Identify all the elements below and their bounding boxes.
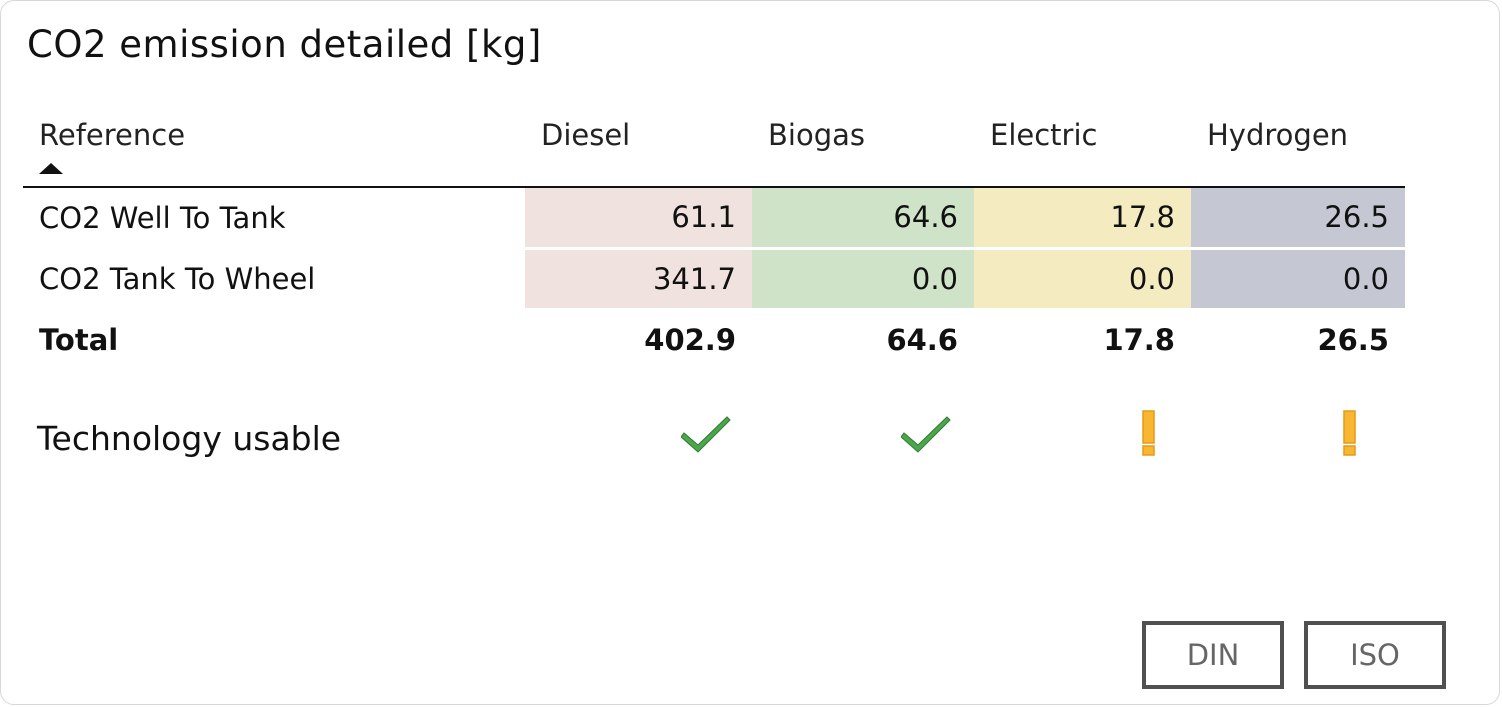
technology-usable-label: Technology usable <box>37 419 342 458</box>
iso-button[interactable]: ISO <box>1304 621 1446 689</box>
cell-diesel: 61.1 <box>525 187 752 250</box>
checkmark-icon <box>680 416 731 453</box>
total-diesel: 402.9 <box>644 323 736 358</box>
status-electric <box>1124 409 1174 457</box>
table-row-well-to-tank: CO2 Well To Tank 61.1 64.6 17.8 26.5 <box>23 187 1405 250</box>
column-header-label: Electric <box>990 118 1098 152</box>
column-header-diesel[interactable]: Diesel <box>525 105 752 188</box>
header-row: Reference Diesel Biogas Electric Hydroge… <box>23 105 1405 188</box>
column-header-label: Biogas <box>768 118 865 152</box>
cell-biogas: 64.6 <box>752 187 974 250</box>
sort-ascending-icon[interactable] <box>39 163 63 174</box>
column-header-label: Reference <box>39 118 186 152</box>
column-header-biogas[interactable]: Biogas <box>752 105 974 188</box>
row-label: Total <box>39 322 119 357</box>
column-header-label: Diesel <box>541 118 631 152</box>
column-header-electric[interactable]: Electric <box>974 105 1191 188</box>
column-header-label: Hydrogen <box>1207 118 1349 152</box>
cell-hydrogen: 0.0 <box>1191 248 1405 311</box>
table-row-total: Total 402.9 64.6 17.8 26.5 <box>23 309 1405 370</box>
cell-biogas: 0.0 <box>752 248 974 311</box>
din-button[interactable]: DIN <box>1142 621 1284 689</box>
row-label: CO2 Well To Tank <box>39 201 286 235</box>
checkmark-icon <box>900 416 951 453</box>
column-header-hydrogen[interactable]: Hydrogen <box>1191 105 1405 188</box>
total-electric: 17.8 <box>1103 323 1175 358</box>
cell-diesel: 341.7 <box>525 248 752 311</box>
cell-electric: 17.8 <box>974 187 1191 250</box>
total-hydrogen: 26.5 <box>1317 323 1389 358</box>
cell-electric: 0.0 <box>974 248 1191 311</box>
cell-hydrogen: 26.5 <box>1191 187 1405 250</box>
emission-table: Reference Diesel Biogas Electric Hydroge… <box>23 105 1405 370</box>
status-diesel <box>680 409 731 457</box>
warning-icon <box>1343 410 1356 456</box>
status-biogas <box>900 409 951 457</box>
table-row-tank-to-wheel: CO2 Tank To Wheel 341.7 0.0 0.0 0.0 <box>23 248 1405 311</box>
status-hydrogen <box>1325 409 1375 457</box>
total-biogas: 64.6 <box>886 323 958 358</box>
card-title: CO2 emission detailed [kg] <box>27 23 542 66</box>
column-header-reference[interactable]: Reference <box>23 105 525 188</box>
warning-icon <box>1142 410 1155 456</box>
row-label: CO2 Tank To Wheel <box>39 261 316 296</box>
